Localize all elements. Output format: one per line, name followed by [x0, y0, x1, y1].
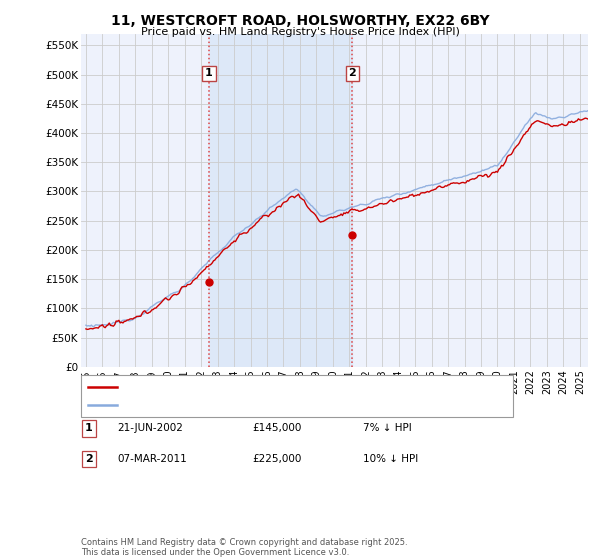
Text: HPI: Average price, detached house, Torridge: HPI: Average price, detached house, Torr… — [124, 400, 344, 410]
Text: £145,000: £145,000 — [252, 423, 301, 433]
Text: 07-MAR-2011: 07-MAR-2011 — [117, 454, 187, 464]
Bar — [209, 34, 352, 367]
Text: 1: 1 — [205, 68, 213, 78]
Text: 2: 2 — [85, 454, 92, 464]
Text: 11, WESTCROFT ROAD, HOLSWORTHY, EX22 6BY: 11, WESTCROFT ROAD, HOLSWORTHY, EX22 6BY — [110, 14, 490, 28]
Text: 21-JUN-2002: 21-JUN-2002 — [117, 423, 183, 433]
Text: Price paid vs. HM Land Registry's House Price Index (HPI): Price paid vs. HM Land Registry's House … — [140, 27, 460, 37]
Text: 2: 2 — [349, 68, 356, 78]
Text: 11, WESTCROFT ROAD, HOLSWORTHY, EX22 6BY (detached house): 11, WESTCROFT ROAD, HOLSWORTHY, EX22 6BY… — [124, 382, 452, 392]
Text: 10% ↓ HPI: 10% ↓ HPI — [363, 454, 418, 464]
Text: 7% ↓ HPI: 7% ↓ HPI — [363, 423, 412, 433]
Text: Contains HM Land Registry data © Crown copyright and database right 2025.
This d: Contains HM Land Registry data © Crown c… — [81, 538, 407, 557]
Text: 1: 1 — [85, 423, 92, 433]
Text: £225,000: £225,000 — [252, 454, 301, 464]
